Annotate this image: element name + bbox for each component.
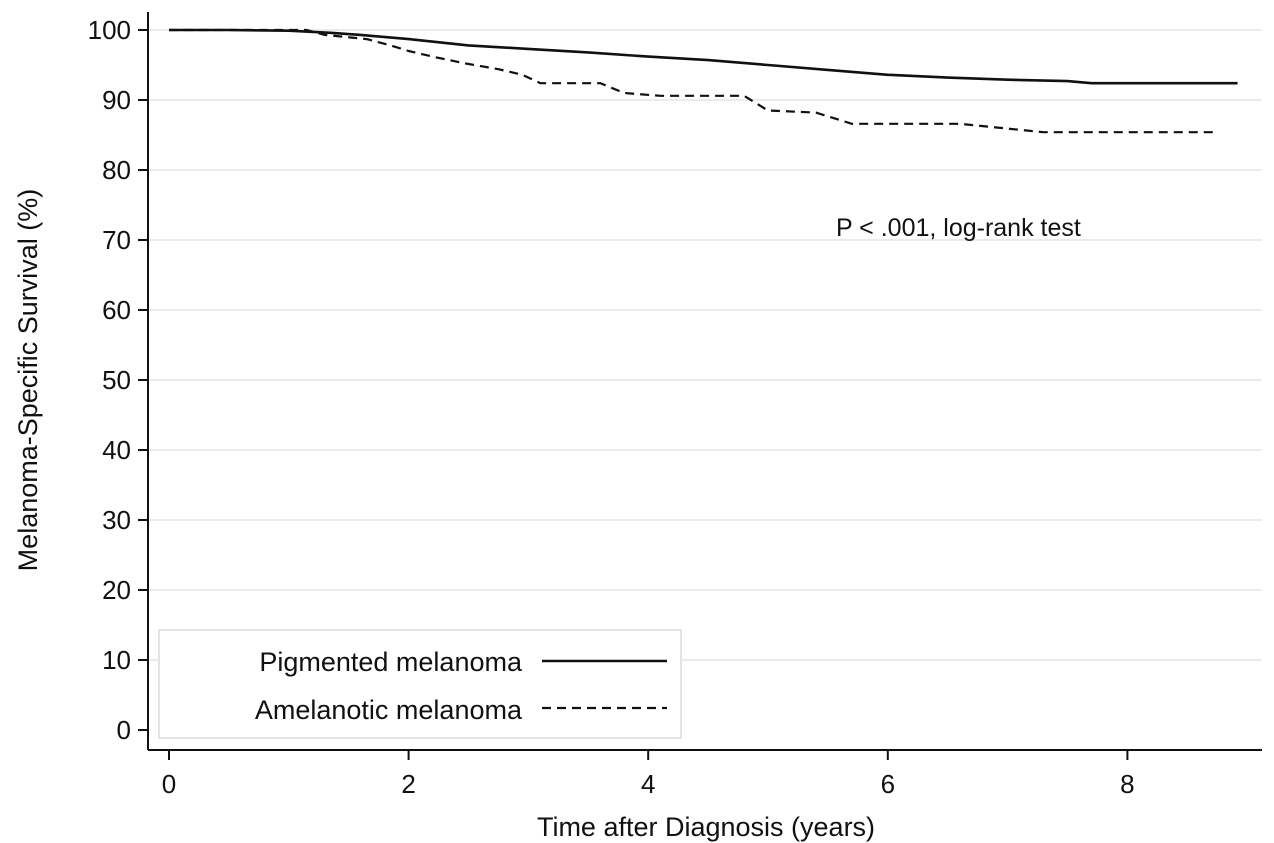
legend: Pigmented melanoma Amelanotic melanoma — [158, 629, 682, 739]
y-tick-label-80: 80 — [102, 155, 131, 185]
x-axis-ticks: 0 2 4 6 8 — [162, 750, 1135, 799]
grid-lines — [150, 29, 1262, 661]
legend-label-pigmented: Pigmented melanoma — [259, 647, 523, 677]
y-tick-label-70: 70 — [102, 225, 131, 255]
x-tick-label-8: 8 — [1120, 769, 1134, 799]
x-tick-label-0: 0 — [162, 769, 176, 799]
log-rank-annotation: P < .001, log-rank test — [836, 214, 1081, 242]
y-axis-title: Melanoma-Specific Survival (%) — [13, 189, 43, 572]
y-tick-label-30: 30 — [102, 505, 131, 535]
x-tick-label-4: 4 — [641, 769, 655, 799]
y-tick-label-50: 50 — [102, 365, 131, 395]
series-line-pigmented — [169, 28, 1238, 85]
y-tick-label-90: 90 — [102, 85, 131, 115]
x-tick-label-6: 6 — [881, 769, 895, 799]
legend-box — [158, 629, 682, 739]
x-axis-title: Time after Diagnosis (years) — [537, 812, 875, 842]
y-tick-label-40: 40 — [102, 435, 131, 465]
y-tick-label-60: 60 — [102, 295, 131, 325]
series-line-amelanotic — [169, 28, 1218, 134]
y-tick-label-0: 0 — [117, 715, 131, 745]
y-axis-ticks: 0 10 20 30 40 50 60 70 80 90 100 — [88, 15, 148, 745]
y-tick-label-20: 20 — [102, 575, 131, 605]
y-tick-label-100: 100 — [88, 15, 131, 45]
y-tick-label-10: 10 — [102, 645, 131, 675]
legend-label-amelanotic: Amelanotic melanoma — [255, 695, 523, 725]
series-group — [169, 28, 1238, 134]
x-tick-label-2: 2 — [401, 769, 415, 799]
